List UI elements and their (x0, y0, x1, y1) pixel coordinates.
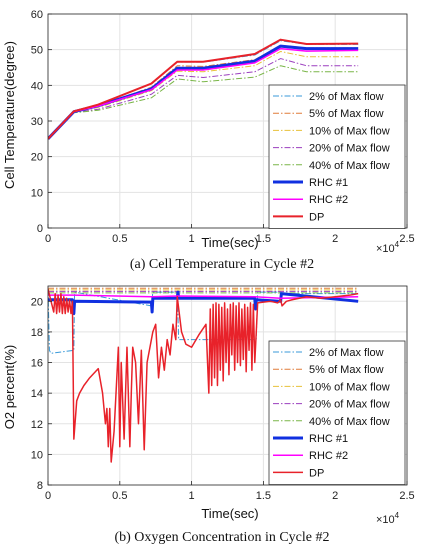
y-tick-label: 14 (31, 388, 43, 400)
y-tick-label: 50 (31, 45, 43, 57)
series-line-40-of-max-flow (48, 65, 359, 140)
series-line-rhc-2 (48, 294, 359, 299)
y-tick-label: 10 (31, 449, 43, 461)
chart-cell-temperature: Cell Temperature(degree) Time(sec) (a) C… (2, 9, 415, 272)
x-tick-label: 2 (332, 233, 338, 245)
series-line-dp (48, 38, 359, 140)
legend-label: 5% of Max flow (309, 364, 384, 376)
x-tick-label: 1.5 (256, 490, 271, 502)
series-line-20-of-max-flow (48, 58, 359, 140)
series-group (48, 287, 359, 463)
y-tick-label: 0 (37, 223, 43, 235)
legend-label: 10% of Max flow (309, 125, 390, 137)
legend-label: RHC #1 (309, 177, 348, 189)
y-tick-label: 30 (31, 116, 43, 128)
axes-frame (47, 285, 408, 486)
x-multiplier-base: ×10 (376, 243, 395, 255)
legend-label: 2% of Max flow (309, 347, 384, 359)
y-axis-label: Cell Temperature(degree) (2, 41, 17, 189)
legend-label: RHC #1 (309, 433, 348, 445)
legend-label: 40% of Max flow (309, 160, 390, 172)
y-tick-label: 60 (31, 9, 43, 21)
legend: 2% of Max flow 5% of Max flow 10% of Max f… (268, 340, 406, 486)
series-line-dp (48, 288, 359, 463)
y-tick-label: 20 (31, 152, 43, 164)
x-axis-multiplier: ×104 (376, 511, 400, 526)
caption: (a) Cell Temperature in Cycle #2 (130, 257, 314, 272)
x-axis-label: Time(sec) (201, 506, 258, 521)
series-group (48, 38, 359, 140)
y-tick-label: 40 (31, 80, 43, 92)
caption: (b) Oxygen Concentration in Cycle #2 (114, 530, 329, 545)
legend-label: DP (309, 467, 324, 479)
chart-oxygen-concentration: O2 percent(%) Time(sec) (b) Oxygen Conce… (2, 285, 415, 545)
x-tick-label: 2 (332, 490, 338, 502)
y-tick-label: 12 (31, 419, 43, 431)
series-line-rhc-1 (48, 290, 359, 316)
legend-label: RHC #2 (309, 450, 348, 462)
x-tick-label: 2.5 (399, 233, 414, 245)
x-tick-label: 1 (189, 490, 195, 502)
legend: 2% of Max flow 5% of Max flow 10% of Max f… (268, 84, 406, 230)
x-tick-label: 0 (45, 490, 51, 502)
legend-box (268, 84, 406, 230)
y-tick-label: 18 (31, 327, 43, 339)
x-tick-label: 1.5 (256, 233, 271, 245)
x-multiplier-exponent: 4 (395, 511, 400, 520)
legend-label: 10% of Max flow (309, 381, 390, 393)
legend-label: DP (309, 211, 324, 223)
x-axis-multiplier: ×104 (376, 240, 400, 255)
legend-box (268, 340, 406, 486)
series-line-2-of-max-flow (48, 289, 359, 354)
x-multiplier-base: ×10 (376, 514, 395, 526)
x-multiplier-exponent: 4 (395, 240, 400, 249)
legend-label: 40% of Max flow (309, 416, 390, 428)
x-tick-label: 0 (45, 233, 51, 245)
x-tick-label: 2.5 (399, 490, 414, 502)
y-tick-label: 20 (31, 296, 43, 308)
y-tick-label: 16 (31, 358, 43, 370)
x-axis-label: Time(sec) (201, 235, 258, 250)
legend-label: 5% of Max flow (309, 108, 384, 120)
legend-label: 20% of Max flow (309, 399, 390, 411)
x-tick-label: 0.5 (112, 233, 127, 245)
legend-label: RHC #2 (309, 194, 348, 206)
legend-label: 2% of Max flow (309, 91, 384, 103)
legend-label: 20% of Max flow (309, 143, 390, 155)
y-tick-label: 8 (37, 480, 43, 492)
y-tick-label: 10 (31, 187, 43, 199)
x-tick-label: 1 (189, 233, 195, 245)
x-tick-label: 0.5 (112, 490, 127, 502)
y-axis-label: O2 percent(%) (2, 345, 17, 430)
